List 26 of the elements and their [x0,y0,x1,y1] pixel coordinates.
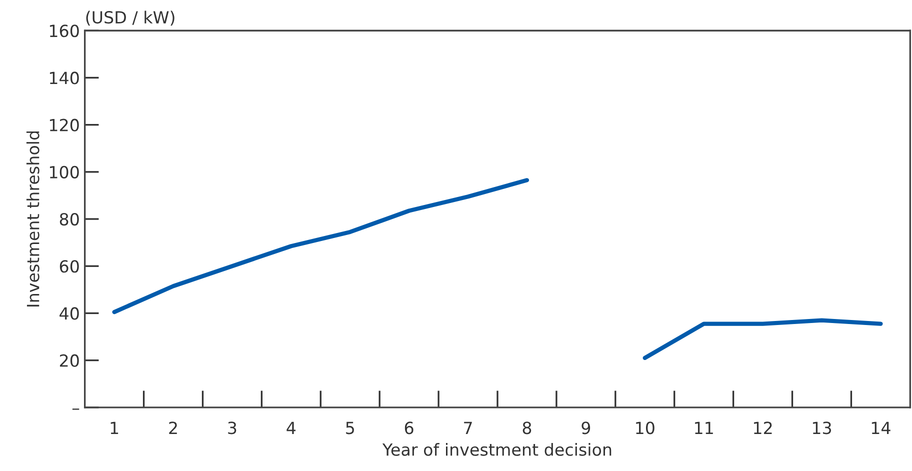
y-tick-label: 80 [60,212,79,226]
y-tick-label: 160 [50,24,79,38]
y-tick-label: – [72,408,80,410]
x-tick-label: 8 [522,422,532,434]
x-tick-label: 7 [464,422,472,434]
x-tick-label: 5 [346,422,354,434]
text: (USD / kW) [86,10,174,26]
x-tick-label: 3 [228,422,236,434]
y-tick-label: 60 [60,260,79,273]
x-tick-label: 14 [872,422,890,434]
y-axis-title: Investment threshold [26,131,40,306]
y-tick-label: 40 [60,307,79,320]
y-tick-label: 120 [50,118,79,132]
x-tick-label: 13 [812,422,832,434]
x-tick-label: 4 [286,422,296,434]
x-tick-label: 6 [404,422,414,434]
x-tick-label: 10 [636,422,654,434]
x-tick-label: 12 [754,422,772,434]
x-tick-label: 11 [695,422,713,434]
y-tick-label: 140 [50,72,79,84]
x-tick-label: 2 [169,422,177,434]
y-tick-label: 20 [60,354,79,367]
x-axis-title: Year of investment decision [382,442,612,456]
y-tick-label: 100 [50,166,79,178]
x-tick-label: 1 [110,422,118,434]
x-tick-label: 9 [582,422,590,434]
